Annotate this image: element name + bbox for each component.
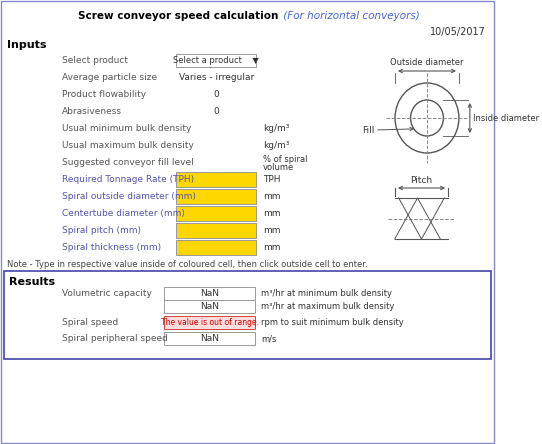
Text: kg/m³: kg/m³ [263, 141, 289, 150]
Text: mm: mm [263, 226, 280, 235]
Text: Inside diameter: Inside diameter [473, 114, 539, 123]
Bar [176, 189, 256, 204]
Text: Product flowability: Product flowability [62, 90, 146, 99]
Text: TPH: TPH [263, 175, 280, 184]
Text: The value is out of range.: The value is out of range. [161, 318, 259, 327]
Text: Select a product    ▼: Select a product ▼ [173, 56, 259, 65]
Text: Select product: Select product [62, 56, 128, 65]
Text: Spiral thickness (mm): Spiral thickness (mm) [62, 243, 161, 252]
Text: Average particle size: Average particle size [62, 73, 157, 82]
Bar [176, 172, 256, 187]
Text: kg/m³: kg/m³ [263, 124, 289, 133]
Text: mm: mm [263, 209, 280, 218]
Text: 0: 0 [214, 90, 219, 99]
Text: % of spiral: % of spiral [263, 155, 307, 164]
Text: m³/hr at maximum bulk density: m³/hr at maximum bulk density [261, 302, 394, 311]
Text: Spiral speed: Spiral speed [62, 318, 118, 327]
Text: mm: mm [263, 192, 280, 201]
Bar [176, 240, 256, 255]
Text: Fill: Fill [362, 126, 374, 135]
Bar [164, 287, 255, 300]
Text: 0: 0 [214, 107, 219, 116]
Text: Results: Results [9, 277, 55, 287]
Text: Suggested conveyor fill level: Suggested conveyor fill level [62, 158, 194, 167]
Text: Spiral outside diameter (mm): Spiral outside diameter (mm) [62, 192, 196, 201]
Text: (For horizontal conveyors): (For horizontal conveyors) [280, 11, 420, 21]
Text: NaN: NaN [201, 289, 220, 298]
Bar [164, 316, 255, 329]
Text: Abrasiveness: Abrasiveness [62, 107, 122, 116]
Text: Varies - irregular: Varies - irregular [179, 73, 254, 82]
Text: Spiral peripheral speed: Spiral peripheral speed [62, 334, 168, 343]
Text: m/s: m/s [261, 334, 276, 343]
Text: Spiral pitch (mm): Spiral pitch (mm) [62, 226, 141, 235]
Bar [176, 206, 256, 221]
Text: Usual maximum bulk density: Usual maximum bulk density [62, 141, 194, 150]
Text: mm: mm [263, 243, 280, 252]
Text: Outside diameter: Outside diameter [390, 58, 464, 67]
Text: Usual minimum bulk density: Usual minimum bulk density [62, 124, 191, 133]
Bar [164, 300, 255, 313]
Text: Inputs: Inputs [7, 40, 47, 50]
Text: Screw conveyor speed calculation: Screw conveyor speed calculation [78, 11, 278, 21]
Text: rpm to suit minimum bulk density: rpm to suit minimum bulk density [261, 318, 404, 327]
Bar [164, 332, 255, 345]
Text: Volumetric capacity: Volumetric capacity [62, 289, 152, 298]
Bar [176, 223, 256, 238]
Text: Pitch: Pitch [410, 176, 433, 185]
Text: NaN: NaN [201, 334, 220, 343]
Text: 10/05/2017: 10/05/2017 [430, 27, 486, 37]
Text: NaN: NaN [201, 302, 220, 311]
Text: Centertube diameter (mm): Centertube diameter (mm) [62, 209, 185, 218]
Bar [4, 271, 491, 359]
Text: m³/hr at minimum bulk density: m³/hr at minimum bulk density [261, 289, 392, 298]
Text: volume: volume [263, 163, 294, 172]
Text: Required Tonnage Rate (TPH): Required Tonnage Rate (TPH) [62, 175, 194, 184]
Text: Note - Type in respective value inside of coloured cell, then click outside cell: Note - Type in respective value inside o… [7, 260, 368, 269]
Bar [176, 54, 256, 67]
